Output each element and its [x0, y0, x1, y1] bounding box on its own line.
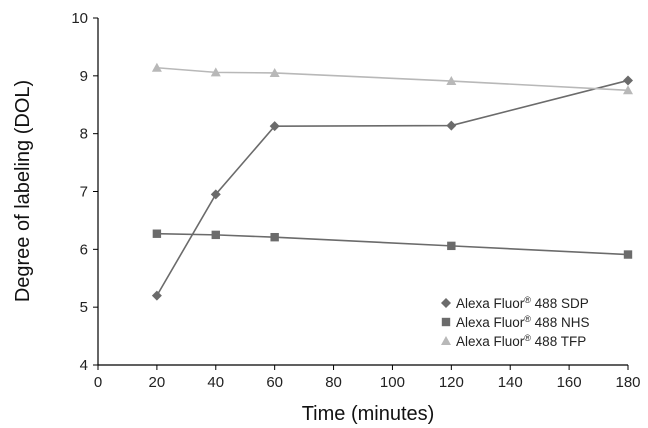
- y-axis-title: Degree of labeling (DOL): [12, 80, 34, 302]
- data-point: [446, 76, 457, 86]
- series-3: [151, 62, 633, 95]
- x-tick-label: 20: [149, 374, 166, 391]
- y-tick-label: 7: [80, 184, 88, 201]
- y-tick-label: 9: [80, 68, 88, 85]
- legend-marker: [441, 336, 451, 345]
- data-point: [623, 75, 633, 86]
- x-tick-label: 100: [380, 374, 405, 391]
- x-tick-label: 180: [615, 374, 640, 391]
- y-tick-label: 5: [80, 299, 88, 316]
- data-point: [211, 230, 220, 240]
- y-tick-label: 8: [80, 126, 88, 143]
- series-layer: [151, 62, 633, 301]
- legend-item: Alexa Fluor® 488 TFP: [441, 333, 586, 349]
- legend-item: Alexa Fluor® 488 SDP: [441, 295, 589, 311]
- data-point: [210, 189, 221, 200]
- x-tick-label: 120: [439, 374, 464, 391]
- data-point: [152, 229, 162, 238]
- series-2: [152, 229, 633, 259]
- data-point: [447, 241, 456, 251]
- x-tick-label: 160: [557, 374, 582, 391]
- data-point: [151, 62, 162, 72]
- legend-marker: [441, 298, 451, 308]
- series-line: [156, 232, 629, 256]
- data-point: [623, 250, 633, 259]
- x-axis-title: Time (minutes): [302, 403, 435, 425]
- legend-item: Alexa Fluor® 488 NHS: [441, 314, 589, 330]
- data-point: [446, 120, 457, 131]
- data-point: [210, 67, 221, 77]
- series-line: [156, 79, 629, 297]
- y-tick-label: 10: [71, 10, 88, 27]
- x-tick-label: 0: [94, 374, 102, 391]
- legend-label: Alexa Fluor® 488 TFP: [456, 333, 586, 349]
- x-tick-label: 140: [498, 374, 523, 391]
- data-point: [623, 85, 633, 95]
- legend-marker: [441, 317, 451, 327]
- data-point: [269, 121, 280, 132]
- data-point: [270, 232, 279, 242]
- legend-label: Alexa Fluor® 488 NHS: [456, 314, 589, 330]
- legend-label: Alexa Fluor® 488 SDP: [456, 295, 589, 311]
- y-tick-label: 6: [80, 241, 88, 258]
- legend: Alexa Fluor® 488 SDP Alexa Fluor® 488 NHS…: [441, 295, 589, 349]
- series-1: [151, 75, 633, 301]
- x-tick-label: 40: [207, 374, 224, 391]
- x-tick-label: 80: [325, 374, 342, 391]
- x-tick-label: 60: [266, 374, 283, 391]
- data-point: [151, 290, 162, 301]
- data-point: [269, 67, 280, 77]
- series-line: [156, 66, 629, 92]
- y-tick-label: 4: [80, 357, 88, 374]
